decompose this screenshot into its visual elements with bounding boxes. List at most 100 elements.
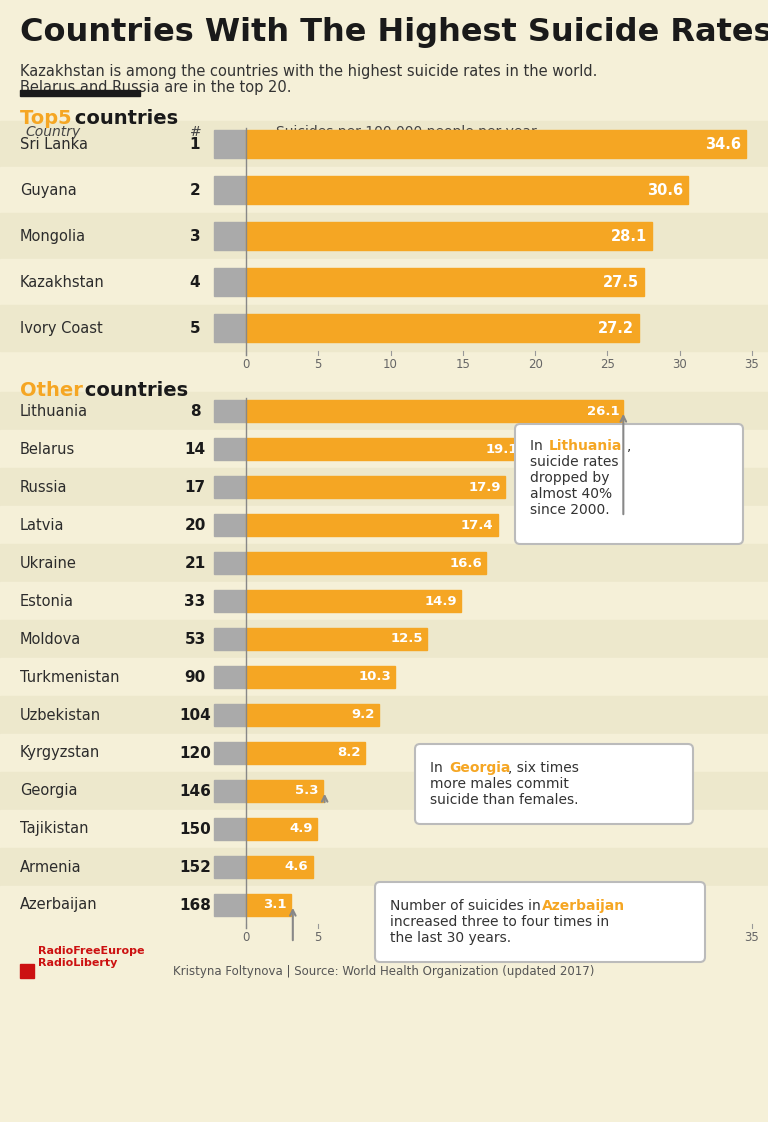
Bar — [214, 666, 246, 688]
Bar — [214, 856, 246, 879]
Bar — [246, 268, 644, 296]
Text: 16.6: 16.6 — [449, 557, 482, 570]
Bar — [0, 620, 768, 657]
Text: Azerbaijan: Azerbaijan — [542, 899, 625, 913]
Bar — [214, 222, 246, 250]
Bar — [0, 121, 768, 167]
Text: increased three to four times in: increased three to four times in — [390, 916, 609, 929]
Text: 34.6: 34.6 — [705, 137, 741, 151]
Text: 4: 4 — [190, 275, 200, 289]
Text: 10.3: 10.3 — [358, 671, 391, 683]
Text: Belarus and Russia are in the top 20.: Belarus and Russia are in the top 20. — [20, 80, 292, 95]
Text: 150: 150 — [179, 821, 211, 837]
Text: 0: 0 — [243, 358, 250, 371]
Text: since 2000.: since 2000. — [530, 503, 610, 517]
Text: 17: 17 — [184, 479, 206, 495]
Text: Suicides per 100,000 people per year: Suicides per 100,000 people per year — [276, 125, 537, 139]
Text: RadioLiberty: RadioLiberty — [38, 958, 118, 968]
Bar — [214, 780, 246, 802]
Text: #: # — [189, 125, 200, 139]
Bar — [0, 544, 768, 582]
Bar — [214, 401, 246, 422]
Text: 168: 168 — [179, 898, 211, 912]
Bar — [246, 590, 462, 611]
Bar — [0, 468, 768, 506]
Bar — [0, 305, 768, 351]
Text: 12.5: 12.5 — [390, 633, 422, 645]
Text: In: In — [530, 439, 547, 453]
Bar — [214, 268, 246, 296]
Bar — [0, 696, 768, 734]
Text: Armenia: Armenia — [20, 859, 81, 874]
Bar — [246, 552, 486, 574]
Bar — [0, 167, 768, 213]
Text: 26.1: 26.1 — [587, 405, 619, 417]
Text: 104: 104 — [179, 708, 211, 723]
Text: 30.6: 30.6 — [647, 183, 684, 197]
Text: ,: , — [627, 439, 631, 453]
Text: 33: 33 — [184, 594, 206, 608]
Text: 21: 21 — [184, 555, 206, 570]
Text: 4.6: 4.6 — [285, 861, 309, 874]
Bar — [20, 90, 140, 96]
Bar — [214, 818, 246, 840]
Bar — [246, 130, 746, 158]
Bar — [246, 780, 323, 802]
Bar — [20, 964, 34, 978]
Bar — [0, 392, 768, 430]
Bar — [246, 222, 652, 250]
Bar — [214, 628, 246, 650]
Text: Number of suicides in: Number of suicides in — [390, 899, 545, 913]
Bar — [246, 476, 505, 498]
Bar — [214, 176, 246, 204]
Text: 8: 8 — [190, 404, 200, 419]
Text: 10: 10 — [383, 358, 398, 371]
Bar — [246, 438, 522, 460]
Text: 14.9: 14.9 — [425, 595, 458, 607]
Text: 3.1: 3.1 — [263, 899, 286, 911]
Text: Latvia: Latvia — [20, 517, 65, 533]
Text: Kazakhstan: Kazakhstan — [20, 275, 104, 289]
Text: 14: 14 — [184, 441, 206, 457]
Text: Top: Top — [20, 109, 65, 128]
Text: the last 30 years.: the last 30 years. — [390, 931, 511, 945]
Text: Other: Other — [20, 381, 83, 401]
Text: 28.1: 28.1 — [611, 229, 647, 243]
Text: 1: 1 — [190, 137, 200, 151]
Text: 30: 30 — [672, 358, 687, 371]
Text: 120: 120 — [179, 745, 211, 761]
Text: Belarus: Belarus — [20, 441, 75, 457]
Text: Turkmenistan: Turkmenistan — [20, 670, 120, 684]
Text: Guyana: Guyana — [20, 183, 77, 197]
Text: Estonia: Estonia — [20, 594, 74, 608]
Text: Uzbekistan: Uzbekistan — [20, 708, 101, 723]
Bar — [214, 514, 246, 536]
Bar — [246, 176, 688, 204]
Text: 5: 5 — [57, 109, 71, 128]
Text: 20: 20 — [184, 517, 206, 533]
Bar — [214, 742, 246, 764]
Bar — [0, 506, 768, 544]
Bar — [0, 734, 768, 772]
Bar — [214, 894, 246, 916]
Text: 30: 30 — [672, 931, 687, 944]
Bar — [214, 438, 246, 460]
Text: RadioFreeEurope: RadioFreeEurope — [38, 946, 144, 956]
Text: 27.5: 27.5 — [602, 275, 638, 289]
Text: 8.2: 8.2 — [337, 746, 360, 760]
Bar — [0, 886, 768, 925]
Bar — [0, 810, 768, 848]
Text: Countries With The Highest Suicide Rates: Countries With The Highest Suicide Rates — [20, 17, 768, 48]
Bar — [214, 703, 246, 726]
Text: Country: Country — [25, 125, 80, 139]
Text: Russia: Russia — [20, 479, 68, 495]
Text: 35: 35 — [745, 358, 760, 371]
Text: 5: 5 — [190, 321, 200, 335]
Text: 53: 53 — [184, 632, 206, 646]
Text: 146: 146 — [179, 783, 211, 799]
Bar — [246, 514, 498, 536]
Text: 17.4: 17.4 — [461, 518, 494, 532]
Text: Ukraine: Ukraine — [20, 555, 77, 570]
Bar — [246, 894, 291, 916]
Text: 25: 25 — [600, 931, 615, 944]
